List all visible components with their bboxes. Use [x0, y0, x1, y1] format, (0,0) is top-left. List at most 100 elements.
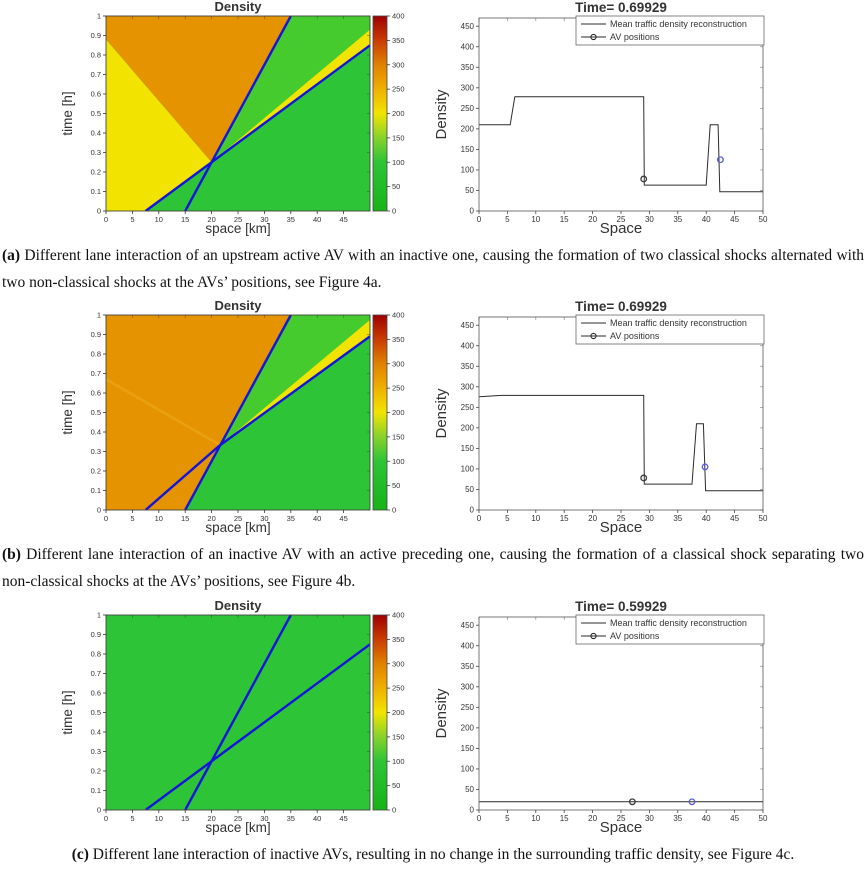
caption-b-text: Different lane interaction of an inactiv… [2, 546, 864, 591]
av-position-marker [640, 175, 648, 183]
svg-text:200: 200 [392, 408, 405, 417]
av-trajectory-shallow [144, 44, 370, 211]
svg-text:0.8: 0.8 [91, 649, 101, 658]
row-b: 0 5 10 15 20 25 30 35 40 45 0 0.1 0.2 0.3 0.4 0.5 0.6 0.7… [0, 298, 866, 536]
svg-text:0.2: 0.2 [91, 766, 101, 775]
svg-text:45: 45 [730, 514, 739, 523]
svg-text:20: 20 [207, 814, 215, 823]
x-axis-label: Space [600, 220, 643, 237]
svg-text:100: 100 [461, 166, 475, 175]
svg-text:0: 0 [470, 506, 475, 515]
lineplot-panel-a: 0 5 10 15 20 25 30 35 40 45 50 0 50 100 150 200 250 300 35… [430, 0, 866, 237]
av-position-marker [716, 156, 724, 164]
svg-text:50: 50 [759, 215, 768, 224]
caption-b-label: (b) [2, 546, 21, 564]
y-axis: 0 0.1 0.2 0.3 0.4 0.5 0.6 0.7 0.8 0.9 1 [91, 12, 370, 216]
svg-text:350: 350 [392, 634, 405, 643]
wedge-light-green [219, 315, 370, 446]
orange-region [106, 16, 291, 163]
av-position-marker [688, 797, 696, 805]
svg-text:400: 400 [461, 342, 475, 351]
svg-text:50: 50 [392, 481, 400, 490]
svg-text:0.7: 0.7 [91, 369, 101, 378]
svg-text:0.8: 0.8 [91, 350, 101, 359]
y-axis: 0 0.1 0.2 0.3 0.4 0.5 0.6 0.7 0.8 0.9 1 [91, 610, 370, 814]
svg-text:450: 450 [461, 321, 475, 330]
x-axis-label: Space [600, 819, 643, 836]
av-trajectory-shallow [144, 642, 370, 810]
svg-text:45: 45 [730, 814, 739, 823]
svg-text:400: 400 [461, 641, 475, 650]
svg-text:0: 0 [104, 814, 108, 823]
svg-text:250: 250 [461, 104, 475, 113]
row-a: 0 5 10 15 20 25 30 35 40 45 0 0.1 0.2 0.3 0.4 0.5 0.6 0.7… [0, 0, 866, 237]
svg-text:50: 50 [759, 514, 768, 523]
y-axis: 0 50 100 150 200 250 300 350 400 450 [461, 321, 763, 515]
density-regions [106, 315, 370, 511]
chart-title: Density [215, 299, 263, 313]
svg-text:0.9: 0.9 [91, 330, 101, 339]
caption-c-text: Different lane interaction of inactive A… [92, 845, 795, 863]
svg-text:0: 0 [104, 215, 108, 224]
lineplot-panel-c: 0 5 10 15 20 25 30 35 40 45 50 0 50 100 150 200 250 300 35… [430, 599, 866, 836]
x-axis: 0 5 10 15 20 25 30 35 40 45 [104, 614, 348, 823]
svg-text:400: 400 [461, 42, 475, 51]
svg-text:50: 50 [465, 485, 474, 494]
y-axis-label: time [h] [60, 391, 75, 435]
svg-text:0.9: 0.9 [91, 630, 101, 639]
svg-text:0.2: 0.2 [91, 168, 101, 177]
svg-text:300: 300 [461, 682, 475, 691]
svg-text:0: 0 [392, 506, 396, 515]
svg-text:0: 0 [392, 805, 396, 814]
svg-text:250: 250 [392, 85, 405, 94]
av-trajectory-shallow [144, 335, 370, 511]
svg-text:0.4: 0.4 [91, 129, 101, 138]
legend: Mean traffic density reconstruction AV po… [575, 614, 765, 644]
heatmap-panel-b: 0 5 10 15 20 25 30 35 40 45 0 0.1 0.2 0.3 0.4 0.5 0.6 0.7… [0, 298, 430, 536]
legend: Mean traffic density reconstruction AV po… [575, 15, 765, 46]
svg-text:0.6: 0.6 [91, 688, 101, 697]
svg-text:200: 200 [392, 708, 405, 717]
y-axis: 0 50 100 150 200 250 300 350 400 450 [461, 22, 763, 216]
caption-a: (a) Different lane interaction of an ups… [2, 242, 864, 296]
legend-entry-av-positions: AV positions [610, 631, 660, 641]
svg-text:35: 35 [673, 814, 682, 823]
svg-text:10: 10 [531, 814, 540, 823]
svg-text:45: 45 [339, 814, 347, 823]
svg-text:0.2: 0.2 [91, 467, 101, 476]
svg-text:10: 10 [155, 215, 163, 224]
caption-b: (b) Different lane interaction of an ina… [2, 541, 864, 595]
density-series-line [479, 96, 763, 193]
axes-box [478, 17, 764, 212]
svg-text:25: 25 [617, 215, 626, 224]
svg-text:300: 300 [392, 360, 405, 369]
svg-text:20: 20 [588, 514, 597, 523]
y-axis-label: Density [433, 89, 450, 140]
svg-text:250: 250 [461, 702, 475, 711]
svg-text:0: 0 [470, 805, 475, 814]
density-lineplot-svg: 0 5 10 15 20 25 30 35 40 45 50 0 50 100 150 200 250 300 35… [433, 599, 768, 836]
chart-title: Density [215, 599, 263, 613]
svg-text:30: 30 [645, 814, 654, 823]
svg-text:300: 300 [461, 383, 475, 392]
x-axis: 0 5 10 15 20 25 30 35 40 45 50 [477, 616, 768, 823]
svg-text:30: 30 [260, 215, 268, 224]
av-trajectory-steep [184, 16, 292, 211]
x-axis: 0 5 10 15 20 25 30 35 40 45 [104, 16, 348, 224]
svg-text:350: 350 [461, 661, 475, 670]
svg-text:15: 15 [560, 814, 569, 823]
svg-text:40: 40 [702, 814, 711, 823]
svg-text:0: 0 [97, 207, 101, 216]
svg-text:0.4: 0.4 [91, 428, 101, 437]
svg-text:350: 350 [392, 36, 405, 45]
svg-text:15: 15 [560, 514, 569, 523]
svg-text:5: 5 [505, 814, 510, 823]
density-lineplot-svg: 0 5 10 15 20 25 30 35 40 45 50 0 50 100 150 200 250 300 35… [433, 0, 768, 237]
x-axis-label: space [km] [205, 221, 270, 236]
svg-text:200: 200 [461, 424, 475, 433]
lineplot-panel-b: 0 5 10 15 20 25 30 35 40 45 50 0 50 100 150 200 250 300 35… [430, 299, 866, 536]
svg-text:35: 35 [287, 814, 295, 823]
svg-text:400: 400 [392, 610, 405, 619]
svg-text:50: 50 [465, 186, 474, 195]
svg-text:0.1: 0.1 [91, 187, 101, 196]
